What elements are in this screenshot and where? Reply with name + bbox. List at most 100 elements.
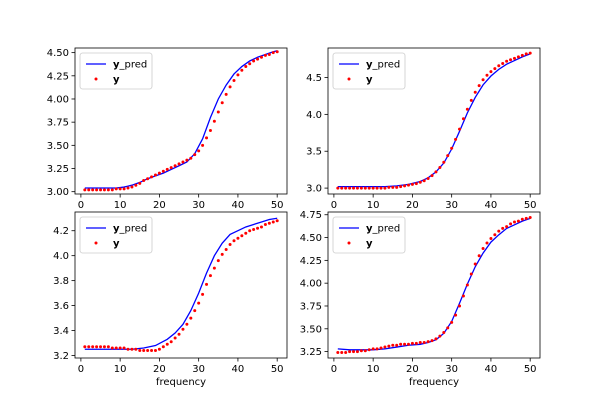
data-point-y bbox=[469, 98, 473, 102]
series-line-y-pred bbox=[84, 50, 278, 189]
data-point-y bbox=[122, 187, 126, 191]
data-point-y bbox=[395, 185, 399, 189]
y-tick-label: 3.50 bbox=[47, 141, 69, 152]
data-point-y bbox=[426, 177, 430, 181]
data-point-y bbox=[434, 337, 438, 341]
y-tick-label: 3.75 bbox=[47, 118, 69, 129]
data-point-y bbox=[391, 185, 395, 189]
data-point-y bbox=[106, 188, 110, 192]
data-point-y bbox=[414, 182, 418, 186]
y-tick-label: 4.0 bbox=[53, 251, 69, 262]
data-point-y bbox=[379, 346, 383, 350]
data-point-y bbox=[271, 220, 275, 224]
data-point-y bbox=[220, 252, 224, 256]
data-point-y bbox=[189, 156, 193, 160]
data-point-y bbox=[497, 64, 501, 68]
legend-box bbox=[79, 52, 153, 90]
data-point-y bbox=[150, 349, 154, 353]
data-point-y bbox=[95, 345, 99, 349]
data-point-y bbox=[228, 85, 232, 89]
data-point-y bbox=[399, 185, 403, 189]
data-point-y bbox=[114, 187, 118, 191]
data-point-y bbox=[173, 164, 177, 168]
data-point-y bbox=[130, 185, 134, 189]
data-point-y bbox=[177, 162, 181, 166]
data-point-y bbox=[391, 343, 395, 347]
data-point-y bbox=[359, 186, 363, 190]
data-point-y bbox=[240, 68, 244, 72]
data-point-y bbox=[99, 345, 103, 349]
data-point-y bbox=[340, 186, 344, 190]
data-point-y bbox=[236, 236, 240, 240]
data-point-y bbox=[493, 67, 497, 71]
data-point-y bbox=[263, 53, 267, 57]
y-tick-label: 4.00 bbox=[300, 279, 322, 290]
data-point-y bbox=[153, 173, 157, 177]
data-point-y bbox=[489, 236, 493, 240]
x-tick-label: 40 bbox=[232, 200, 245, 211]
data-point-y bbox=[150, 175, 154, 179]
data-point-y bbox=[134, 347, 138, 351]
legend-box bbox=[332, 216, 406, 254]
data-point-y bbox=[181, 160, 185, 164]
data-point-y bbox=[520, 53, 524, 57]
y-tick-label: 4.25 bbox=[47, 71, 69, 82]
data-point-y bbox=[232, 78, 236, 82]
data-point-y bbox=[106, 345, 110, 349]
data-point-y bbox=[146, 177, 150, 181]
legend-label: y_pred bbox=[113, 224, 147, 235]
legend-box bbox=[332, 52, 406, 90]
legend-label: y bbox=[113, 75, 120, 86]
data-point-y bbox=[426, 340, 430, 344]
y-tick-label: 3.6 bbox=[53, 301, 69, 312]
data-point-y bbox=[142, 179, 146, 183]
data-point-y bbox=[220, 101, 224, 105]
data-point-y bbox=[91, 345, 95, 349]
data-point-y bbox=[410, 182, 414, 186]
data-point-y bbox=[110, 346, 114, 350]
data-point-y bbox=[493, 233, 497, 237]
data-point-y bbox=[422, 179, 426, 183]
data-point-y bbox=[489, 70, 493, 74]
data-point-y bbox=[406, 183, 410, 187]
legend-label: y bbox=[366, 239, 373, 250]
data-point-y bbox=[169, 166, 173, 170]
y-tick-label: 3.8 bbox=[53, 276, 69, 287]
legend-dot-swatch bbox=[94, 241, 98, 245]
data-point-y bbox=[263, 222, 267, 226]
x-tick-label: 10 bbox=[367, 364, 380, 375]
data-point-y bbox=[169, 340, 173, 344]
x-tick-label: 0 bbox=[331, 200, 337, 211]
data-point-y bbox=[524, 52, 528, 56]
data-point-y bbox=[256, 226, 260, 230]
x-tick-label: 40 bbox=[232, 364, 245, 375]
data-point-y bbox=[355, 350, 359, 354]
data-point-y bbox=[363, 349, 367, 353]
data-point-y bbox=[509, 222, 513, 226]
data-point-y bbox=[348, 186, 352, 190]
data-point-y bbox=[267, 52, 271, 56]
data-point-y bbox=[454, 137, 458, 141]
data-point-y bbox=[185, 158, 189, 162]
data-point-y bbox=[395, 343, 399, 347]
data-point-y bbox=[146, 349, 150, 353]
data-point-y bbox=[430, 174, 434, 178]
legend-label: y_pred bbox=[113, 60, 147, 71]
y-tick-label: 4.5 bbox=[306, 73, 322, 84]
data-point-y bbox=[118, 187, 122, 191]
data-point-y bbox=[509, 58, 513, 62]
data-point-y bbox=[95, 188, 99, 192]
data-point-y bbox=[259, 225, 263, 229]
data-point-y bbox=[126, 186, 130, 190]
data-point-y bbox=[458, 304, 462, 308]
x-tick-label: 10 bbox=[114, 364, 127, 375]
data-point-y bbox=[403, 342, 407, 346]
data-point-y bbox=[528, 51, 532, 55]
legend-label: y_pred bbox=[366, 224, 400, 235]
data-point-y bbox=[461, 294, 465, 298]
data-point-y bbox=[161, 169, 165, 173]
axes-frame bbox=[327, 47, 541, 195]
